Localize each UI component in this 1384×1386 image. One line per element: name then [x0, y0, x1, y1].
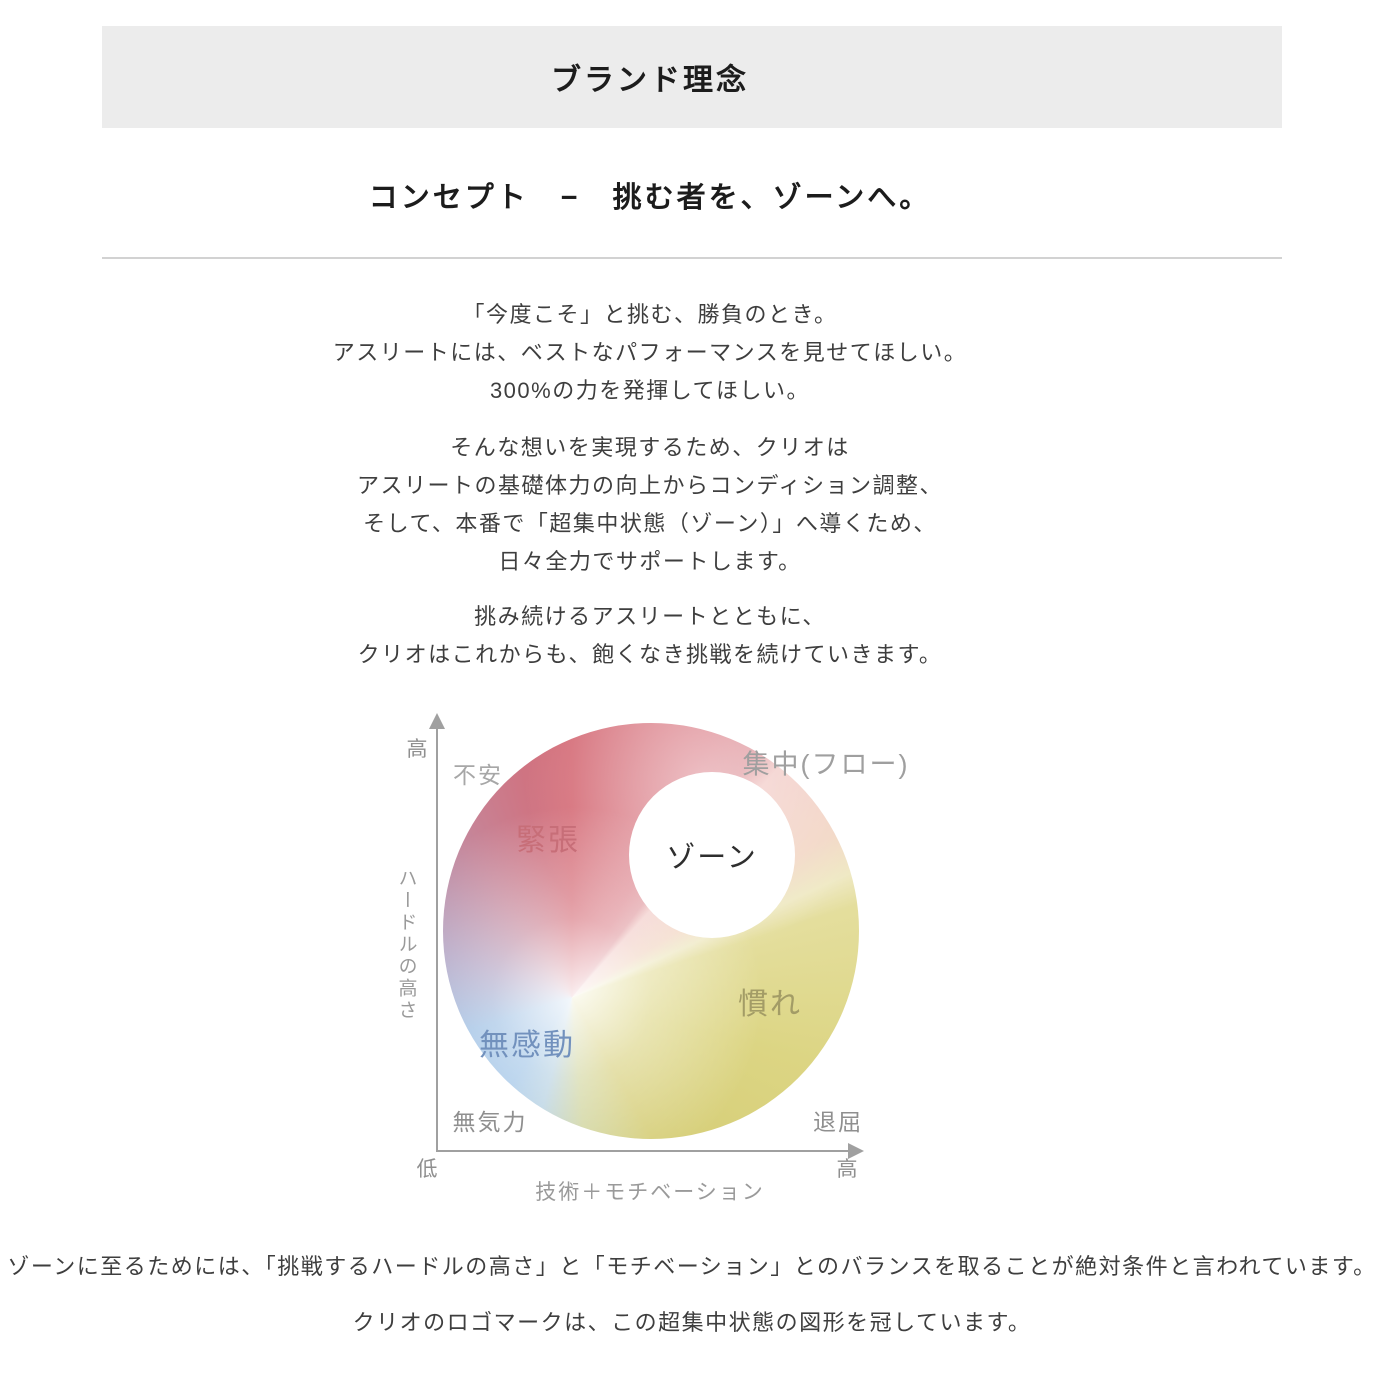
zone-label-apathy: 無感動	[479, 1029, 575, 1062]
arrow-up-icon	[429, 713, 445, 729]
paragraph-line: 300%の力を発揮してほしい。	[489, 378, 811, 403]
zone-label-tension: 緊張	[516, 824, 580, 857]
header-bar: ブランド理念	[102, 26, 1282, 128]
x-axis-high-label: 高	[836, 1158, 860, 1181]
divider-line	[102, 257, 1282, 259]
gradient-circle	[443, 723, 859, 1139]
page-title: ブランド理念	[551, 64, 749, 97]
paragraph-line: 「今度こそ」と挑む、勝負のとき。	[462, 302, 838, 327]
y-axis-high-label: 高	[406, 738, 430, 761]
zone-label-habituation: 慣れ	[738, 988, 802, 1021]
x-axis-line	[436, 1150, 850, 1152]
y-axis-line	[436, 727, 438, 1152]
concept-heading: コンセプト − 挑む者を、ゾーンへ。	[368, 182, 932, 214]
paragraph-line: アスリートの基礎体力の向上からコンディション調整、	[357, 473, 943, 498]
zone-label-zone: ゾーン	[666, 842, 758, 874]
zone-label-flow: 集中(フロー)	[742, 749, 910, 780]
x-axis-title: 技術＋モチベーション	[535, 1181, 765, 1204]
paragraph-3: 挑み続けるアスリートとともに、 クリオはこれからも、飽くなき挑戦を続けていきます…	[100, 598, 1200, 674]
zone-white-circle	[629, 772, 795, 938]
y-axis-title: ハードルの高さ	[395, 868, 417, 1022]
paragraph-line: そして、本番で「超集中状態（ゾーン）」へ導くため、	[363, 511, 937, 536]
zone-label-lethargy: 無気力	[452, 1109, 528, 1135]
paragraph-line: そんな想いを実現するため、クリオは	[450, 435, 850, 460]
paragraph-2: そんな想いを実現するため、クリオは アスリートの基礎体力の向上からコンディション…	[100, 429, 1200, 581]
paragraph-line: クリオのロゴマークは、この超集中状態の図形を冠しています。	[352, 1310, 1032, 1335]
paragraph-line: 日々全力でサポートします。	[498, 549, 802, 574]
zone-label-boredom: 退屈	[813, 1109, 863, 1135]
zone-label-anxiety: 不安	[453, 762, 503, 788]
paragraph-line: クリオはこれからも、飽くなき挑戦を続けていきます。	[357, 642, 943, 667]
paragraph-line: アスリートには、ベストなパフォーマンスを見せてほしい。	[332, 340, 968, 365]
footer-paragraph: ゾーンに至るためには、「挑戦するハードルの高さ」と「モチベーション」とのバランス…	[0, 1239, 1384, 1351]
paragraph-1: 「今度こそ」と挑む、勝負のとき。 アスリートには、ベストなパフォーマンスを見せて…	[100, 296, 1200, 410]
zone-diagram: 高 低 ハードルの高さ 高 技術＋モチベーション 不安 緊張 ゾーン 集中(フロ…	[390, 713, 920, 1220]
paragraph-line: ゾーンに至るためには、「挑戦するハードルの高さ」と「モチベーション」とのバランス…	[7, 1254, 1377, 1279]
arrow-right-icon	[848, 1143, 864, 1159]
y-axis-low-label: 低	[416, 1158, 440, 1181]
paragraph-line: 挑み続けるアスリートとともに、	[474, 604, 826, 629]
